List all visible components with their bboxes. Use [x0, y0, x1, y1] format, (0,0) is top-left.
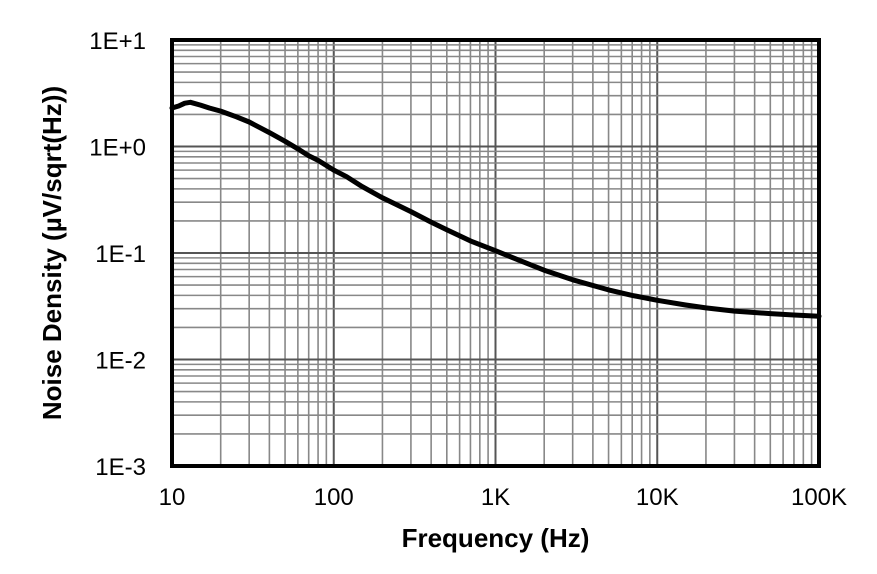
plot-frame	[170, 38, 821, 468]
y-tick-label: 1E+1	[89, 28, 146, 55]
x-tick-label: 1K	[481, 484, 510, 511]
y-tick-labels: 1E+1 1E+0 1E-1 1E-2 1E-3	[89, 28, 146, 481]
y-tick-label: 1E-1	[95, 241, 146, 268]
x-axis-title: Frequency (Hz)	[402, 523, 590, 553]
y-axis-title: Noise Density (µV/sqrt(Hz))	[37, 86, 67, 420]
x-tick-label: 10	[159, 484, 186, 511]
x-tick-label: 100	[314, 484, 354, 511]
x-tick-labels: 10 100 1K 10K 100K	[159, 484, 847, 511]
x-tick-label: 100K	[791, 484, 847, 511]
y-tick-label: 1E-2	[95, 348, 146, 375]
x-tick-label: 10K	[636, 484, 679, 511]
y-tick-label: 1E-3	[95, 454, 146, 481]
y-tick-label: 1E+0	[89, 135, 146, 162]
series-line	[169, 99, 822, 319]
grid-layer	[172, 40, 819, 466]
